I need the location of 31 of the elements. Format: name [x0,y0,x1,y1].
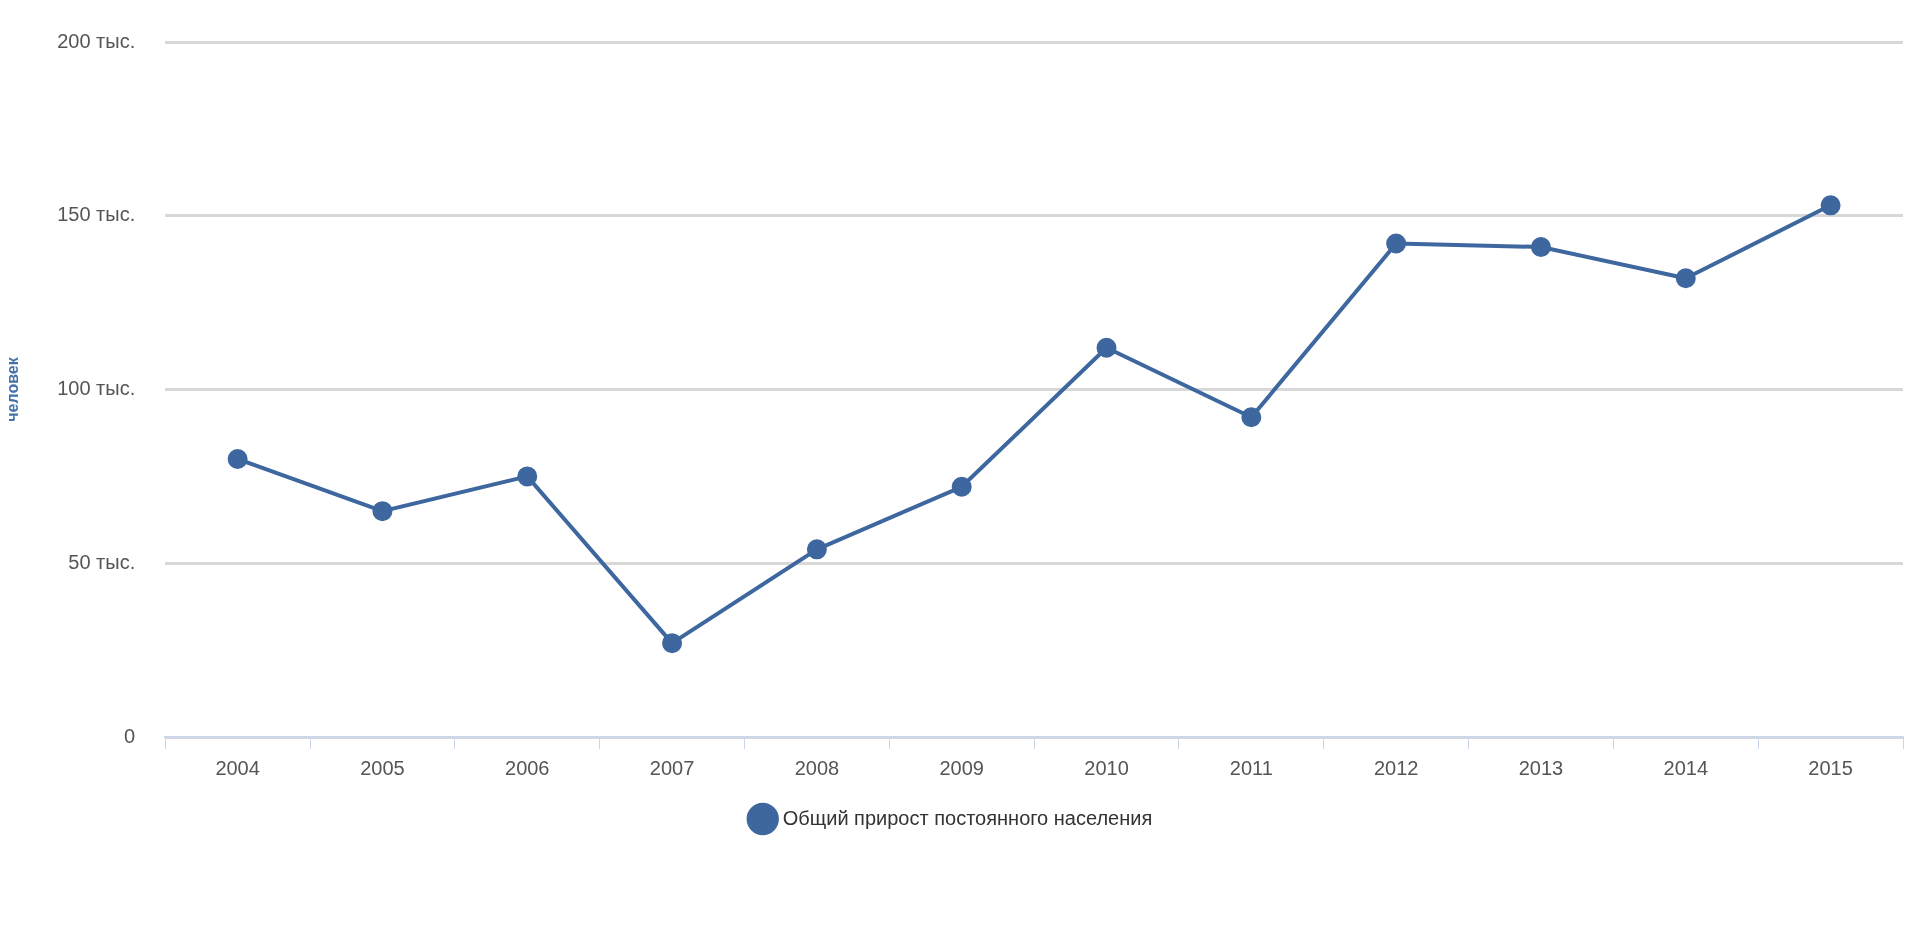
point [227,449,248,469]
point [517,466,538,487]
point [806,539,827,560]
x-tick-label: 2013 [1518,756,1564,779]
y-axis-title: человек [4,356,22,422]
point [1241,407,1262,428]
y-tick-label: 50 тыс. [68,550,136,573]
y-tick-label: 150 тыс. [57,203,136,226]
x-tick-label: 2007 [649,756,695,779]
x-tick-label: 2006 [505,756,550,779]
point [662,633,683,654]
x-tick-label: 2009 [939,756,984,779]
x-tick-label: 2015 [1808,756,1853,779]
y-tick-label: 0 [124,724,136,747]
point [372,501,393,522]
legend-label: Общий прирост постоянного населения [782,806,1153,829]
x-tick-label: 2005 [360,756,405,779]
point [951,476,972,497]
x-tick-label: 2011 [1229,756,1273,779]
x-tick-label: 2014 [1663,756,1709,779]
point [1530,237,1551,258]
point [1096,337,1117,358]
x-tick-label: 2010 [1084,756,1129,779]
x-tick-label: 2008 [794,756,840,779]
y-tick-label: 100 тыс. [57,377,136,400]
point [1386,233,1407,254]
x-tick-label: 2012 [1373,756,1419,779]
x-tick-label: 2004 [215,756,260,779]
point [1820,195,1841,216]
y-tick-label: 200 тыс. [57,29,136,52]
point [1675,268,1696,289]
